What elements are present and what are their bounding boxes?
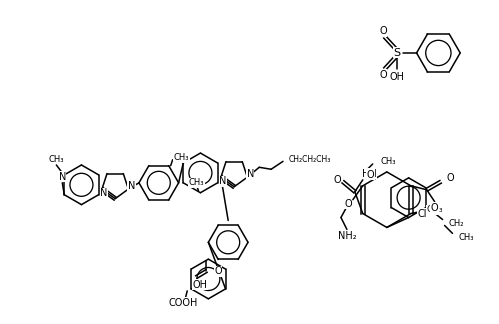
- Text: N: N: [100, 188, 108, 198]
- Text: CH₃: CH₃: [189, 178, 204, 187]
- Text: CH₃: CH₃: [174, 153, 189, 162]
- Text: O: O: [379, 26, 387, 36]
- Text: N: N: [128, 181, 135, 191]
- Text: NH₂: NH₂: [338, 231, 356, 241]
- Text: O: O: [333, 175, 341, 185]
- Text: OH: OH: [193, 280, 208, 290]
- Text: CH₃: CH₃: [48, 155, 64, 164]
- Text: N: N: [219, 176, 227, 186]
- Text: CH₂: CH₂: [449, 219, 464, 228]
- Text: O: O: [367, 170, 374, 180]
- Text: N: N: [247, 169, 254, 179]
- Text: COOH: COOH: [169, 298, 198, 308]
- Text: CH₃: CH₃: [427, 205, 443, 214]
- Text: CH₃: CH₃: [381, 157, 396, 167]
- Text: OH: OH: [389, 72, 404, 82]
- Text: Cl: Cl: [418, 209, 427, 219]
- Text: HN: HN: [362, 169, 376, 179]
- Text: O: O: [214, 266, 222, 276]
- Text: O: O: [447, 173, 454, 183]
- Text: O: O: [344, 199, 352, 209]
- Text: CH₂CH₂CH₃: CH₂CH₂CH₃: [289, 155, 331, 164]
- Text: N: N: [58, 172, 66, 182]
- Text: O: O: [379, 70, 387, 80]
- Text: CH₃: CH₃: [459, 233, 474, 242]
- Text: O: O: [431, 202, 439, 213]
- Text: S: S: [393, 48, 400, 58]
